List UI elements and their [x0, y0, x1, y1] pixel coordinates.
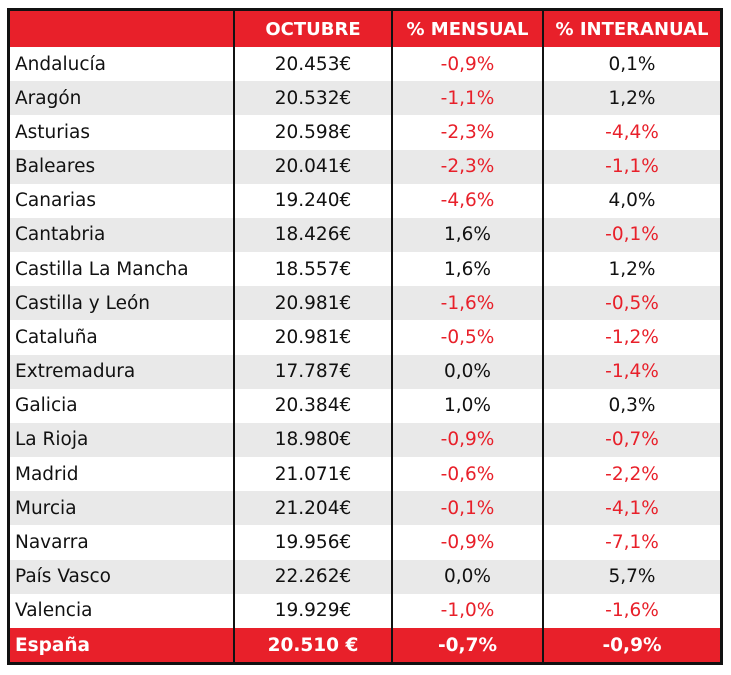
interanual-cell: -4,4% — [542, 115, 720, 150]
table-row: Castilla y León 20.981€ -1,6% -0,5% — [10, 286, 720, 321]
mensual-cell: -1,0% — [391, 593, 543, 628]
mensual-cell: -0,9% — [391, 47, 543, 82]
octubre-cell: 22.262€ — [233, 559, 392, 594]
region-cell: Murcia — [10, 491, 234, 526]
table-row: Aragón 20.532€ -1,1% 1,2% — [10, 81, 720, 116]
octubre-cell: 19.956€ — [233, 525, 392, 560]
mensual-cell: -2,3% — [391, 149, 543, 184]
header-octubre: OCTUBRE — [233, 11, 392, 47]
table-row: La Rioja 18.980€ -0,9% -0,7% — [10, 422, 720, 458]
mensual-cell: -4,6% — [391, 183, 543, 218]
header-region — [10, 11, 234, 47]
mensual-cell: -2,3% — [391, 115, 543, 150]
mensual-cell: 1,6% — [391, 252, 543, 287]
octubre-cell: 20.598€ — [233, 115, 392, 150]
interanual-cell: 0,1% — [542, 47, 720, 82]
interanual-cell: 0,3% — [542, 388, 720, 423]
region-cell: La Rioja — [10, 422, 234, 458]
interanual-cell: -1,4% — [542, 354, 720, 389]
region-cell: Navarra — [15, 531, 89, 553]
total-row: España 20.510 € -0,7% -0,9% — [10, 628, 720, 662]
octubre-cell: 20.532€ — [233, 81, 392, 116]
interanual-cell: 1,2% — [542, 81, 720, 116]
region-cell: Canarias — [15, 190, 97, 212]
region-cell: Madrid — [15, 463, 79, 485]
table-row: Canarias 19.240€ -4,6% 4,0% — [10, 183, 720, 218]
table-row: Castilla La Mancha 18.557€ 1,6% 1,2% — [10, 252, 720, 287]
region-cell: Cataluña — [15, 326, 98, 348]
region-cell: Galicia — [15, 395, 78, 417]
octubre-cell: 21.204€ — [233, 491, 392, 526]
interanual-cell: -2,2% — [542, 457, 720, 492]
header-interanual: % INTERANUAL — [542, 11, 720, 47]
table-row: Galicia 20.384€ 1,0% 0,3% — [10, 388, 720, 423]
octubre-cell: 20.981€ — [233, 320, 392, 355]
region-cell: Castilla y León — [10, 286, 234, 321]
region-cell: Castilla La Mancha — [15, 258, 189, 280]
price-table: OCTUBRE % MENSUAL % INTERANUAL Andalucía… — [10, 11, 720, 662]
region-cell: País Vasco — [10, 559, 234, 594]
mensual-cell: -1,6% — [391, 286, 543, 321]
octubre-cell: 20.384€ — [233, 388, 392, 423]
table-header-row: OCTUBRE % MENSUAL % INTERANUAL — [10, 11, 720, 47]
interanual-cell: -7,1% — [542, 525, 720, 560]
mensual-cell: -0,9% — [391, 525, 543, 560]
interanual-cell: -1,1% — [542, 149, 720, 184]
mensual-cell: -1,1% — [391, 81, 543, 116]
octubre-cell: 21.071€ — [233, 457, 392, 492]
octubre-cell: 20.453€ — [233, 47, 392, 82]
table-row: Andalucía 20.453€ -0,9% 0,1% — [10, 47, 720, 82]
region-cell: Baleares — [10, 149, 234, 184]
table-row: País Vasco 22.262€ 0,0% 5,7% — [10, 559, 720, 594]
table-row: Cataluña 20.981€ -0,5% -1,2% — [10, 320, 720, 355]
table-row: Cantabria 18.426€ 1,6% -0,1% — [10, 217, 720, 253]
octubre-cell: 19.240€ — [233, 183, 392, 218]
region-cell: Andalucía — [15, 53, 106, 75]
mensual-cell: -0,9% — [391, 422, 543, 458]
price-table-frame: OCTUBRE % MENSUAL % INTERANUAL Andalucía… — [7, 8, 723, 665]
octubre-cell: 17.787€ — [233, 354, 392, 389]
octubre-cell: 20.981€ — [233, 286, 392, 321]
interanual-cell: -0,7% — [542, 422, 720, 458]
mensual-cell: 0,0% — [391, 354, 543, 389]
mensual-cell: 1,0% — [391, 388, 543, 423]
table-row: Murcia 21.204€ -0,1% -4,1% — [10, 491, 720, 526]
interanual-cell: -1,6% — [542, 593, 720, 628]
total-octubre: 20.510 € — [233, 628, 392, 662]
table-row: Navarra 19.956€ -0,9% -7,1% — [10, 525, 720, 560]
table-row: Baleares 20.041€ -2,3% -1,1% — [10, 149, 720, 184]
interanual-cell: -0,5% — [542, 286, 720, 321]
interanual-cell: -1,2% — [542, 320, 720, 355]
table-row: Asturias 20.598€ -2,3% -4,4% — [10, 115, 720, 150]
mensual-cell: -0,5% — [391, 320, 543, 355]
table-row: Extremadura 17.787€ 0,0% -1,4% — [10, 354, 720, 389]
total-region: España — [10, 628, 234, 662]
interanual-cell: -4,1% — [542, 491, 720, 526]
mensual-cell: 1,6% — [391, 217, 543, 253]
total-interanual: -0,9% — [542, 628, 720, 662]
interanual-cell: 5,7% — [542, 559, 720, 594]
mensual-cell: -0,1% — [391, 491, 543, 526]
octubre-cell: 18.980€ — [233, 422, 392, 458]
mensual-cell: -0,6% — [391, 457, 543, 492]
interanual-cell: 1,2% — [542, 252, 720, 287]
interanual-cell: -0,1% — [542, 217, 720, 253]
header-mensual: % MENSUAL — [391, 11, 543, 47]
interanual-cell: 4,0% — [542, 183, 720, 218]
table-row: Valencia 19.929€ -1,0% -1,6% — [10, 593, 720, 628]
total-mensual: -0,7% — [391, 628, 543, 662]
region-cell: Cantabria — [10, 217, 234, 253]
octubre-cell: 19.929€ — [233, 593, 392, 628]
region-cell: Asturias — [15, 121, 90, 143]
octubre-cell: 18.557€ — [233, 252, 392, 287]
region-cell: Aragón — [10, 81, 234, 116]
region-cell: Extremadura — [10, 354, 234, 389]
table-row: Madrid 21.071€ -0,6% -2,2% — [10, 457, 720, 492]
octubre-cell: 18.426€ — [233, 217, 392, 253]
mensual-cell: 0,0% — [391, 559, 543, 594]
region-cell: Valencia — [15, 600, 93, 622]
octubre-cell: 20.041€ — [233, 149, 392, 184]
